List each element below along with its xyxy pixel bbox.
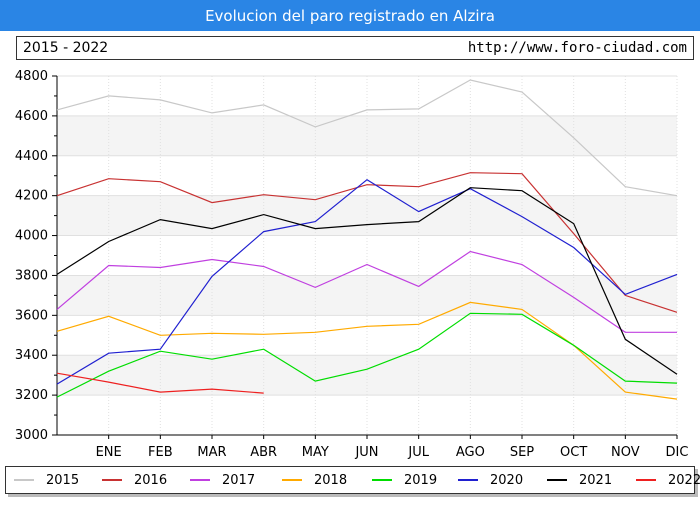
- legend-label: 2021: [579, 472, 613, 488]
- y-tick-label: 4600: [15, 109, 48, 124]
- x-tick-label: JUN: [354, 445, 378, 460]
- y-tick-label: 4000: [15, 229, 48, 244]
- x-tick-label: MAR: [197, 445, 226, 460]
- legend-item-2020: 2020: [458, 467, 523, 493]
- x-tick-label: NOV: [611, 445, 640, 460]
- y-tick-label: 4800: [15, 69, 48, 84]
- legend-label: 2017: [222, 472, 256, 488]
- series-line-2020: [56, 178, 678, 385]
- y-tick-label: 3000: [15, 428, 48, 443]
- x-tick-label: ENE: [96, 445, 122, 460]
- x-tick-label: FEB: [148, 445, 173, 460]
- x-tick-label: OCT: [560, 445, 587, 460]
- legend-item-2022: 2022: [636, 467, 700, 493]
- legend-item-2018: 2018: [282, 467, 347, 493]
- legend-swatch: [14, 479, 34, 481]
- legend-label: 2016: [134, 472, 168, 488]
- y-tick-label: 3400: [15, 348, 48, 363]
- legend-item-2021: 2021: [547, 467, 612, 493]
- x-tick-label: DIC: [666, 445, 689, 460]
- series-line-2016: [56, 172, 678, 313]
- legend-swatch: [282, 479, 302, 481]
- period-label: 2015 - 2022: [23, 40, 109, 56]
- y-tick-label: 3200: [15, 388, 48, 403]
- x-tick-label: ABR: [250, 445, 277, 460]
- legend-swatch: [458, 479, 478, 481]
- legend-item-2016: 2016: [102, 467, 167, 493]
- chart-legend: 2015 2016 2017 2018 2019 2020 2021 2022: [5, 466, 700, 494]
- y-tick-label: 3600: [15, 308, 48, 323]
- x-tick-label: JUL: [407, 445, 429, 460]
- x-tick-label: AGO: [456, 445, 485, 460]
- legend-label: 2022: [668, 472, 700, 488]
- series-line-2017: [56, 250, 677, 333]
- legend-swatch: [636, 479, 656, 481]
- legend-swatch: [102, 479, 122, 481]
- chart-title: Evolucion del paro registrado en Alzira: [205, 6, 495, 25]
- x-tick-label: SEP: [510, 445, 534, 460]
- series-line-2022: [56, 372, 264, 394]
- legend-swatch: [190, 479, 210, 481]
- y-tick-label: 3800: [15, 268, 48, 283]
- y-tick-label: 4200: [15, 189, 48, 204]
- y-tick-label: 4400: [15, 149, 48, 164]
- legend-item-2017: 2017: [190, 467, 255, 493]
- chart-title-bar: Evolucion del paro registrado en Alzira: [0, 0, 700, 31]
- series-line-2015: [56, 79, 678, 197]
- legend-swatch: [547, 479, 567, 481]
- x-tick-label: MAY: [302, 445, 329, 460]
- legend-item-2019: 2019: [372, 467, 437, 493]
- legend-item-2015: 2015: [14, 467, 79, 493]
- source-url: http://www.foro-ciudad.com: [467, 40, 687, 56]
- legend-label: 2018: [314, 472, 348, 488]
- legend-label: 2019: [404, 472, 438, 488]
- series-line-2021: [56, 187, 678, 375]
- legend-label: 2020: [490, 472, 524, 488]
- info-bar: 2015 - 2022 http://www.foro-ciudad.com: [16, 36, 694, 60]
- series-line-2019: [56, 312, 678, 398]
- legend-label: 2015: [46, 472, 80, 488]
- legend-swatch: [372, 479, 392, 481]
- plot-band: [57, 115, 677, 156]
